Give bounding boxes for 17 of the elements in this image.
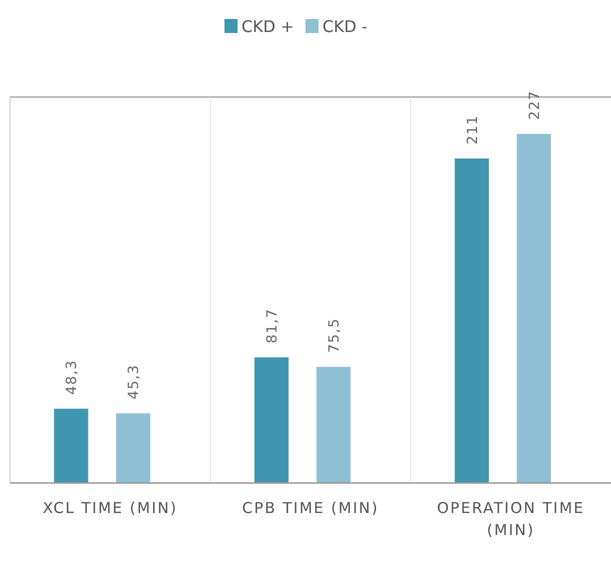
data-label: 211 xyxy=(464,114,481,145)
x-tick-label: CPB TIME (MIN) xyxy=(242,499,379,517)
data-label: 227 xyxy=(526,90,543,120)
legend-label: CKD + xyxy=(242,17,294,36)
data-label: 81,7 xyxy=(264,308,280,344)
bar xyxy=(454,158,489,483)
data-label: 75,5 xyxy=(326,318,343,353)
bar xyxy=(254,357,289,483)
bar xyxy=(316,366,351,483)
data-label: 45,3 xyxy=(126,364,142,400)
bar xyxy=(516,134,551,483)
data-label: 48,3 xyxy=(64,360,80,395)
x-tick-label: XCL TIME (MIN) xyxy=(42,499,178,517)
legend-label: CKD - xyxy=(322,17,368,36)
x-tick-label: OPERATION TIME (MIN) xyxy=(437,499,585,539)
bar xyxy=(54,408,88,483)
bar xyxy=(116,413,150,483)
